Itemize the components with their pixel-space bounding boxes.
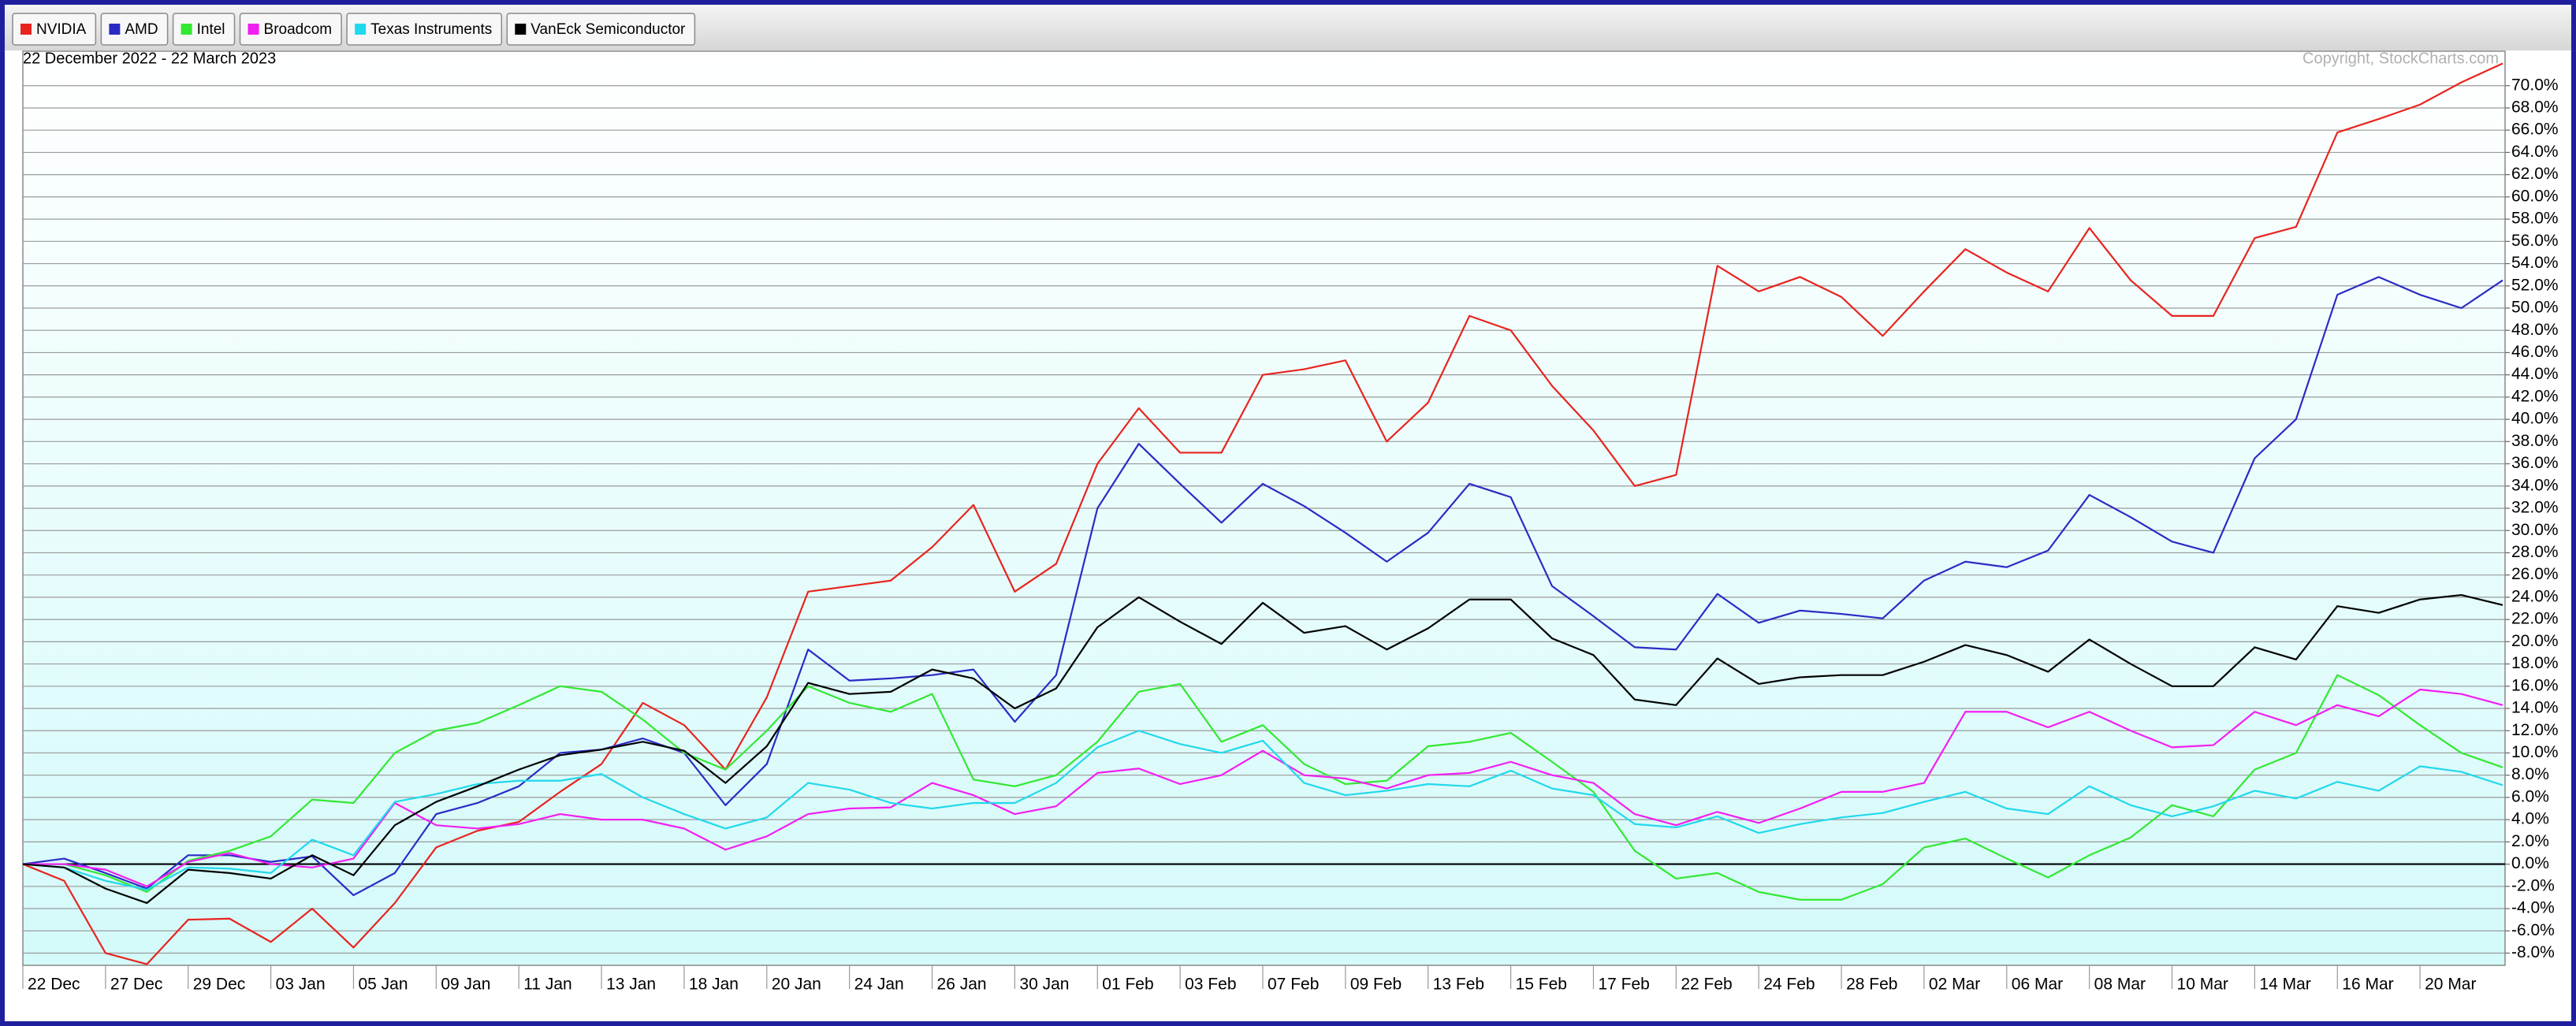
x-tick-label: 27 Dec xyxy=(110,976,163,994)
y-tick-label: 62.0% xyxy=(2511,165,2559,183)
x-tick-label: 29 Dec xyxy=(193,976,246,994)
y-tick-label: 54.0% xyxy=(2511,254,2559,272)
y-tick-label: 20.0% xyxy=(2511,632,2559,650)
series-line xyxy=(22,593,2503,905)
legend-button[interactable] xyxy=(239,13,342,46)
y-tick-label: -2.0% xyxy=(2511,876,2555,894)
y-tick-label: 34.0% xyxy=(2511,476,2559,494)
x-tick-label: 03 Feb xyxy=(1185,976,1236,994)
legend-swatch xyxy=(109,24,121,35)
legend-label: AMD xyxy=(125,21,158,38)
legend-button[interactable] xyxy=(100,13,169,46)
y-tick-label: 30.0% xyxy=(2511,521,2559,539)
y-tick-label: 10.0% xyxy=(2511,743,2559,761)
legend-swatch xyxy=(515,24,527,35)
x-tick-label: 08 Mar xyxy=(2094,976,2146,994)
x-tick-label: 22 Dec xyxy=(28,976,80,994)
series-line xyxy=(22,276,2503,897)
x-tick-label: 18 Jan xyxy=(689,976,739,994)
series-line xyxy=(22,62,2503,965)
y-tick-label: 6.0% xyxy=(2511,787,2549,805)
y-tick-label: 50.0% xyxy=(2511,299,2559,317)
x-tick-label: 17 Feb xyxy=(1598,976,1649,994)
x-tick-label: 30 Jan xyxy=(1019,976,1069,994)
x-tick-label: 07 Feb xyxy=(1268,976,1319,994)
y-tick-label: 22.0% xyxy=(2511,610,2559,628)
x-tick-label: 03 Jan xyxy=(276,976,326,994)
series-line xyxy=(23,688,2503,887)
x-tick-label: 20 Mar xyxy=(2425,976,2476,994)
x-tick-label: 26 Jan xyxy=(937,976,987,994)
y-tick-label: 46.0% xyxy=(2511,343,2559,361)
legend-swatch xyxy=(248,24,259,35)
x-tick-label: 05 Jan xyxy=(358,976,408,994)
y-tick-label: 66.0% xyxy=(2511,121,2559,139)
y-tick-label: 4.0% xyxy=(2511,810,2549,828)
legend-label: VanEck Semiconductor xyxy=(530,21,686,38)
y-tick-label: -6.0% xyxy=(2511,921,2555,939)
legend-label: Broadcom xyxy=(264,21,333,38)
x-tick-label: 14 Mar xyxy=(2259,976,2310,994)
x-tick-label: 24 Feb xyxy=(1763,976,1815,994)
x-tick-label: 13 Feb xyxy=(1433,976,1484,994)
y-tick-label: 0.0% xyxy=(2511,854,2549,872)
y-tick-label: 44.0% xyxy=(2511,365,2559,383)
y-tick-label: 16.0% xyxy=(2511,676,2559,694)
x-tick-label: 02 Mar xyxy=(1929,976,1980,994)
y-tick-label: 24.0% xyxy=(2511,587,2559,605)
x-tick-label: 10 Mar xyxy=(2177,976,2228,994)
y-tick-label: 68.0% xyxy=(2511,99,2559,117)
y-tick-label: 42.0% xyxy=(2511,387,2559,405)
x-tick-label: 15 Feb xyxy=(1516,976,1567,994)
legend-button[interactable] xyxy=(12,13,97,46)
y-tick-label: 56.0% xyxy=(2511,232,2559,250)
y-tick-label: 70.0% xyxy=(2511,76,2559,94)
legend-label: NVIDIA xyxy=(36,21,87,38)
x-tick-label: 28 Feb xyxy=(1846,976,1897,994)
y-tick-label: 32.0% xyxy=(2511,499,2559,517)
x-tick-label: 09 Jan xyxy=(441,976,490,994)
legend-button[interactable] xyxy=(506,13,696,46)
x-tick-label: 11 Jan xyxy=(523,976,572,994)
x-tick-label: 13 Jan xyxy=(606,976,656,994)
legend-label: Texas Instruments xyxy=(370,21,492,38)
copyright: Copyright, StockCharts.com xyxy=(2302,50,2499,67)
y-tick-label: 18.0% xyxy=(2511,654,2559,672)
series-line xyxy=(23,674,2503,901)
x-tick-label: 16 Mar xyxy=(2342,976,2393,994)
y-tick-label: 38.0% xyxy=(2511,432,2559,450)
y-tick-label: 64.0% xyxy=(2511,143,2559,161)
legend-button[interactable] xyxy=(172,13,236,46)
subtitle: 22 December 2022 - 22 March 2023 xyxy=(23,50,276,67)
y-tick-label: 48.0% xyxy=(2511,321,2559,339)
x-tick-label: 01 Feb xyxy=(1102,976,1153,994)
y-tick-label: 40.0% xyxy=(2511,410,2559,428)
legend-swatch xyxy=(355,24,367,35)
x-tick-label: 22 Feb xyxy=(1681,976,1732,994)
y-tick-label: -4.0% xyxy=(2511,899,2555,917)
y-tick-label: 26.0% xyxy=(2511,565,2559,583)
y-tick-label: 28.0% xyxy=(2511,543,2559,561)
legend-button[interactable] xyxy=(346,13,503,46)
y-tick-label: 14.0% xyxy=(2511,699,2559,717)
y-tick-label: -8.0% xyxy=(2511,943,2555,961)
y-tick-label: 2.0% xyxy=(2511,832,2549,850)
legend-swatch xyxy=(20,24,32,35)
y-tick-label: 60.0% xyxy=(2511,187,2559,205)
legend-label: Intel xyxy=(197,21,225,38)
x-tick-label: 24 Jan xyxy=(854,976,904,994)
legend-swatch xyxy=(181,24,192,35)
series-line xyxy=(22,730,2503,891)
y-tick-label: 36.0% xyxy=(2511,454,2559,472)
y-tick-label: 12.0% xyxy=(2511,721,2559,739)
y-tick-label: 52.0% xyxy=(2511,276,2559,294)
x-tick-label: 06 Mar xyxy=(2012,976,2063,994)
x-tick-label: 20 Jan xyxy=(772,976,821,994)
y-tick-label: 8.0% xyxy=(2511,765,2549,783)
x-tick-label: 09 Feb xyxy=(1350,976,1402,994)
y-tick-label: 58.0% xyxy=(2511,210,2559,228)
